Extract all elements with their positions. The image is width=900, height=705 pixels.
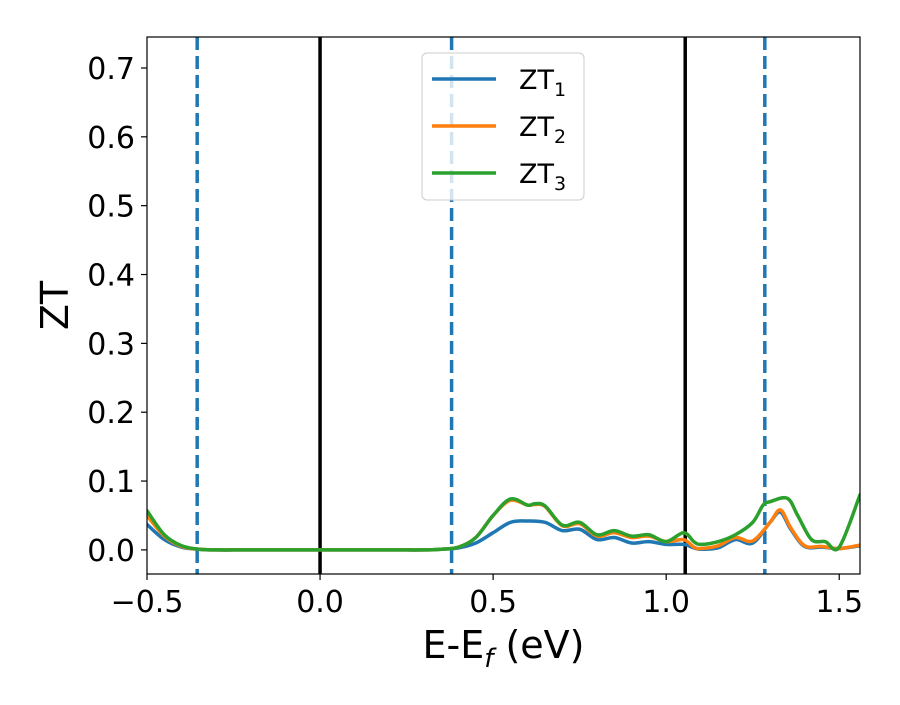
legend: ZT1 ZT2 ZT3 [421, 52, 585, 201]
x-tick-label: 0.5 [469, 585, 517, 620]
y-tick-label: 0.5 [87, 190, 135, 225]
legend-box [421, 52, 585, 201]
x-tick-label: 0.0 [296, 585, 344, 620]
y-tick-label: 0.0 [87, 534, 135, 569]
x-axis-label: E-Ef (eV) [423, 623, 585, 674]
plot-frame [146, 36, 861, 575]
x-axis-ticks: −0.5 0.0 0.5 1.0 1.5 [111, 574, 863, 620]
y-tick-label: 0.3 [87, 327, 135, 362]
legend-label-zt1: ZT1 [519, 65, 566, 101]
y-tick-label: 0.7 [87, 52, 135, 87]
x-tick-label: 1.5 [815, 585, 863, 620]
legend-label-zt2: ZT2 [519, 112, 566, 148]
series-line-zt3 [147, 493, 860, 552]
x-tick-label: −0.5 [111, 585, 184, 620]
x-tick-label: 1.0 [642, 585, 690, 620]
y-tick-label: 0.6 [87, 121, 135, 156]
vertical-marker-lines [195, 37, 767, 574]
y-tick-label: 0.1 [87, 465, 135, 500]
y-tick-label: 0.2 [87, 396, 135, 431]
y-axis-ticks: 0.0 0.1 0.2 0.3 0.4 0.5 0.6 0.7 [87, 52, 147, 569]
y-axis-label: ZT [33, 280, 77, 330]
series-lines [147, 493, 860, 552]
legend-label-zt3: ZT3 [519, 159, 566, 195]
series-line-zt1 [147, 510, 860, 552]
y-tick-label: 0.4 [87, 259, 135, 294]
